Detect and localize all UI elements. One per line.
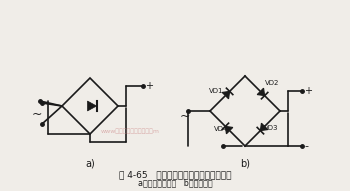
Text: VD4: VD4 (214, 126, 229, 132)
Text: a）电路图形符号   b）内部电路: a）电路图形符号 b）内部电路 (138, 179, 212, 188)
Text: ~: ~ (180, 109, 190, 122)
Text: ~: ~ (32, 108, 42, 121)
Text: b): b) (240, 159, 250, 169)
Text: +: + (304, 86, 312, 96)
Text: VD2: VD2 (265, 80, 279, 86)
Text: VD1: VD1 (209, 88, 223, 94)
Polygon shape (88, 101, 97, 111)
Text: 图 4-65   全桥的电路图形符号与内部电路: 图 4-65 全桥的电路图形符号与内部电路 (119, 171, 231, 180)
Text: a): a) (85, 159, 95, 169)
Polygon shape (222, 91, 230, 99)
Polygon shape (225, 126, 233, 134)
Polygon shape (260, 123, 268, 131)
Text: www杭州赛睿科技有限公司m: www杭州赛睿科技有限公司m (100, 128, 160, 134)
Text: +: + (145, 81, 153, 91)
Text: -: - (304, 141, 308, 151)
Polygon shape (257, 88, 265, 96)
Text: VD3: VD3 (264, 125, 279, 131)
